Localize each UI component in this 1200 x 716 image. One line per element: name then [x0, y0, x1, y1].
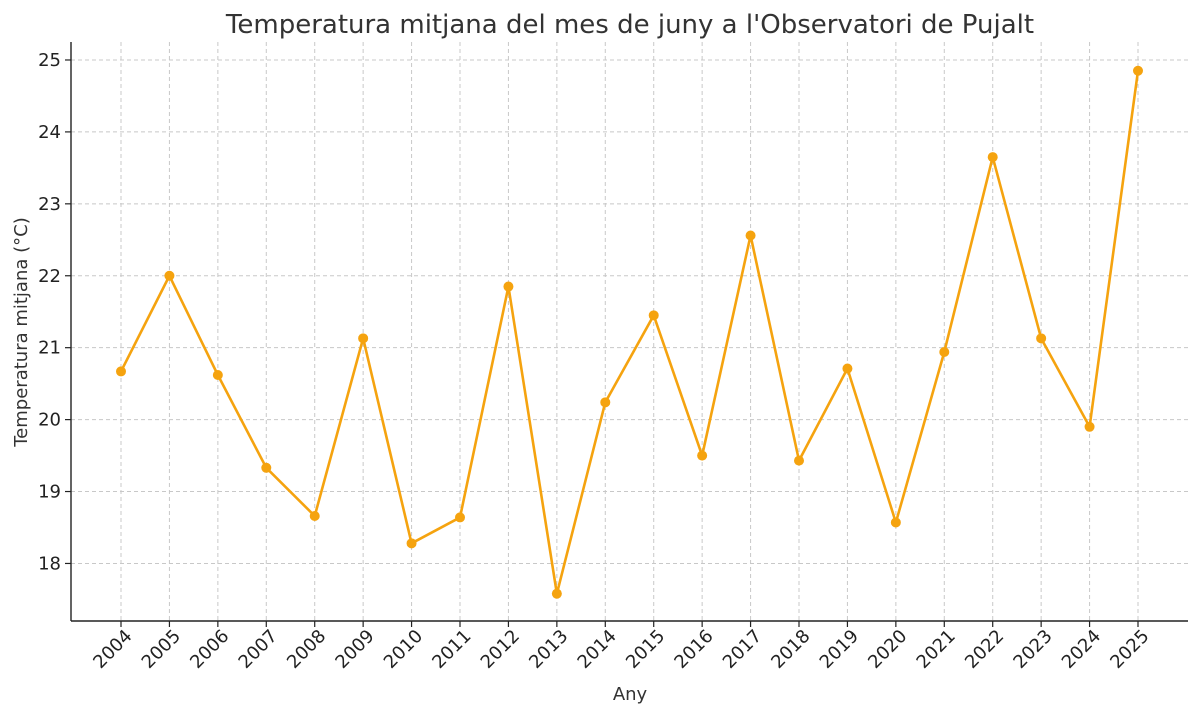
data-point: [261, 462, 272, 473]
series-polyline: [119, 70, 1140, 595]
data-point: [551, 588, 562, 599]
x-ticks: 2004 2005 2006 2007 2008 2009 2010 2011 2012 2013…: [89, 621, 1154, 673]
chart-title: Temperatura mitjana del mes de juny a l'…: [225, 10, 1034, 40]
data-point: [600, 397, 611, 408]
data-point: [842, 363, 853, 374]
y-tick-label: 25: [38, 50, 61, 71]
y-tick-label: 22: [38, 266, 61, 287]
data-point: [309, 510, 320, 521]
x-tick-label: 2016: [670, 626, 717, 673]
x-tick-label: 2006: [186, 626, 233, 673]
y-tick-label: 18: [38, 553, 61, 574]
data-point: [358, 333, 369, 344]
data-point: [164, 270, 175, 281]
data-point: [1133, 65, 1143, 76]
x-tick-label: 2007: [235, 626, 282, 673]
x-axis-label: Any: [613, 684, 648, 705]
x-tick-label: 2019: [816, 626, 863, 673]
x-tick-label: 2004: [89, 626, 136, 673]
data-point: [745, 230, 756, 241]
data-point: [212, 370, 223, 381]
axes: [70, 42, 1188, 622]
y-tick-label: 23: [38, 194, 61, 215]
gridlines: [71, 42, 1188, 621]
y-tick-label: 21: [38, 338, 61, 359]
y-tick-label: 20: [38, 410, 61, 431]
x-tick-label: 2005: [138, 626, 185, 673]
y-axis-label: Temperatura mitjana (°C): [11, 217, 32, 448]
x-tick-label: 2010: [380, 626, 427, 673]
data-point: [1084, 421, 1095, 432]
y-ticks: 18 19 20 21 22 23 24 25: [38, 50, 71, 574]
x-tick-label: 2021: [913, 626, 960, 673]
x-tick-label: 2012: [477, 626, 524, 673]
x-tick-label: 2011: [428, 626, 475, 673]
data-point: [987, 152, 998, 163]
data-point: [503, 281, 514, 292]
x-tick-label: 2014: [574, 626, 621, 673]
x-tick-label: 2022: [961, 626, 1008, 673]
x-tick-label: 2018: [767, 626, 814, 673]
series-line: [116, 65, 1143, 599]
x-tick-label: 2015: [622, 626, 669, 673]
x-tick-label: 2023: [1009, 626, 1056, 673]
x-tick-label: 2008: [283, 626, 330, 673]
x-tick-label: 2020: [864, 626, 911, 673]
x-tick-label: 2009: [331, 626, 378, 673]
y-tick-label: 19: [38, 482, 61, 503]
data-point: [697, 450, 708, 461]
data-point: [116, 366, 126, 377]
data-point: [890, 517, 901, 528]
data-point: [1036, 333, 1047, 344]
data-point: [455, 512, 465, 523]
data-point: [406, 538, 417, 549]
x-tick-label: 2024: [1058, 626, 1105, 673]
x-tick-label: 2017: [719, 626, 766, 673]
x-tick-label: 2013: [525, 626, 572, 673]
data-point: [939, 346, 950, 357]
y-tick-label: 24: [38, 122, 61, 143]
data-point: [648, 310, 659, 321]
data-point: [794, 455, 804, 466]
x-tick-label: 2025: [1106, 626, 1153, 673]
